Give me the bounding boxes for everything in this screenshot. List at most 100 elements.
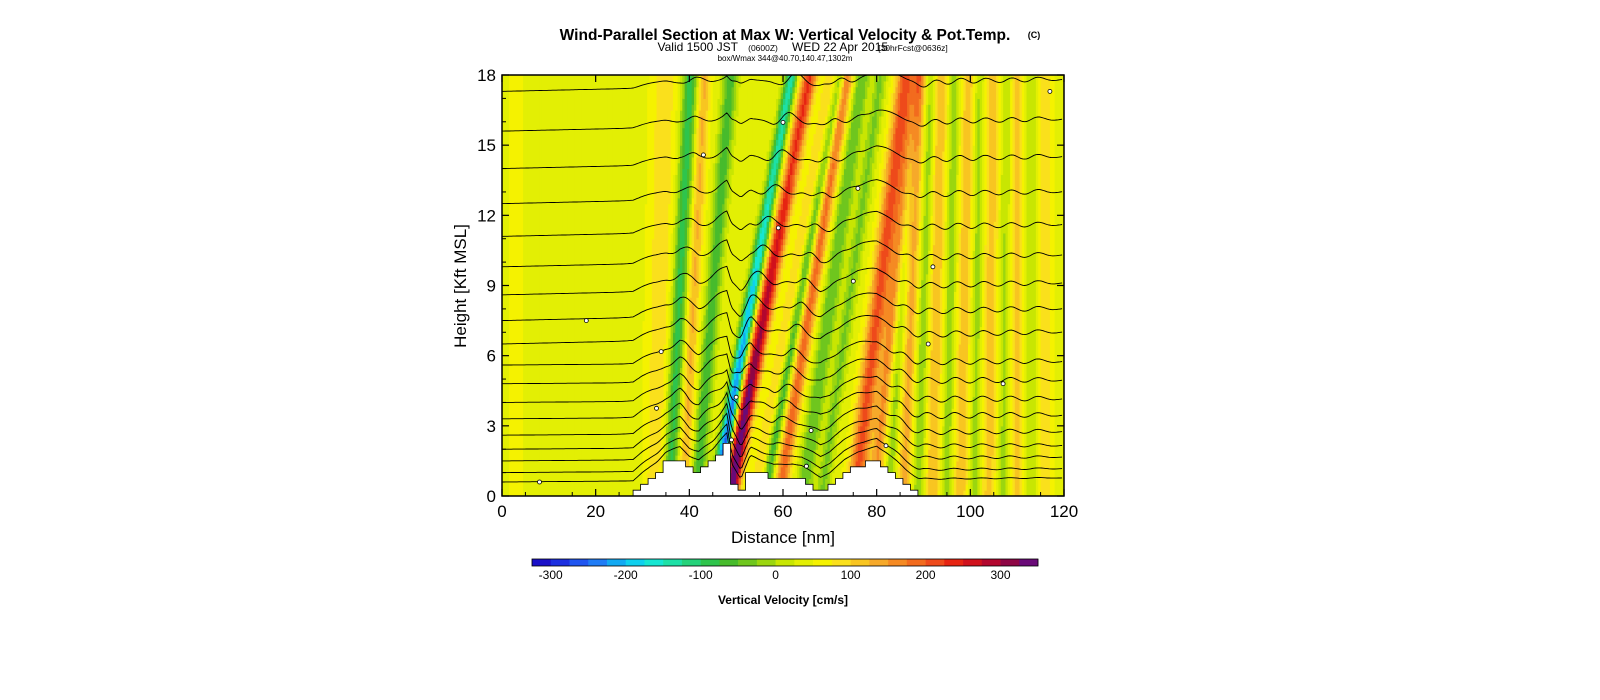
field-cell [794,338,798,345]
field-cell [893,133,896,152]
field-cell [843,449,847,485]
theta-contour [502,265,1063,296]
field-cell [860,361,864,380]
field-cell [729,355,733,368]
field-cell [979,75,983,328]
field-cell [733,145,737,333]
field-cell [738,379,742,386]
field-cell [778,379,782,386]
field-cell [822,466,826,496]
field-cell [879,250,882,269]
field-cell [801,139,805,146]
field-cell [846,75,850,94]
field-cell [792,367,796,374]
theta-contour [502,402,1063,450]
field-cell [813,232,817,240]
field-cell [801,384,805,392]
field-cell [813,238,817,246]
field-cell [797,80,800,88]
field-cell [754,408,758,421]
field-cell [1028,75,1032,496]
field-cell [855,75,859,88]
field-cell [939,75,943,269]
field-cell [738,390,742,398]
field-cell [696,390,700,409]
field-cell [834,92,838,105]
field-cell [783,408,786,415]
field-cell [787,390,791,398]
field-cell [879,209,882,222]
field-cell [804,361,808,368]
field-cell [855,431,859,444]
field-cell [780,186,784,193]
field-cell [771,472,775,480]
contour-label-marker [654,405,659,411]
forecast-info: [30hrFcst@0636z] [878,43,948,53]
field-cell [787,156,791,170]
field-cell [747,408,751,415]
field-cell [825,121,829,129]
field-cell [787,104,791,111]
field-cell [928,308,932,374]
field-cell [790,408,793,439]
field-cell [820,314,824,333]
field-cell [750,267,754,275]
field-cell [677,227,681,269]
field-cell [785,419,789,427]
field-cell [916,285,920,322]
field-cell [792,384,796,398]
contour-label-marker [930,264,936,270]
field-cell [736,338,740,345]
field-cell [825,244,829,252]
field-cell [900,267,904,281]
field-cell [773,145,777,152]
field-cell [679,180,683,222]
field-cell [900,215,904,240]
y-tick-label: 0 [487,487,496,506]
field-cell [993,221,997,474]
field-cell [787,244,791,281]
field-cell [862,232,866,252]
field-cell [841,361,845,386]
field-cell [792,361,796,368]
field-cell [605,75,608,496]
field-cell [879,221,882,240]
field-cell [829,232,833,240]
field-cell [804,115,808,123]
field-cell [759,343,763,351]
field-cell [698,291,702,328]
field-cell [806,232,810,240]
field-cell [801,297,805,304]
field-cell [829,221,833,234]
field-cell [801,390,805,404]
field-cell [768,332,772,345]
field-cell [804,303,808,310]
field-cell [780,98,784,105]
field-cell [747,367,751,374]
field-cell [818,80,822,111]
field-cell [677,75,681,123]
field-cell [841,98,845,123]
field-cell [764,343,768,351]
field-cell [539,75,543,496]
field-cell [677,121,681,164]
field-cell [904,139,908,170]
field-cell [970,297,974,415]
field-cell [946,285,950,496]
field-cell [764,232,768,240]
field-cell [764,338,768,345]
field-cell [827,75,831,105]
field-cell [867,443,871,462]
field-cell [883,425,887,439]
field-cell [888,156,892,175]
field-cell [740,361,744,368]
field-cell [694,151,697,175]
field-cell [820,197,824,205]
field-cell [864,80,868,99]
field-cell [876,133,880,152]
field-cell [825,115,829,123]
field-cell [897,168,901,205]
field-cell [668,373,672,404]
field-cell [946,191,950,287]
field-cell [806,355,810,363]
